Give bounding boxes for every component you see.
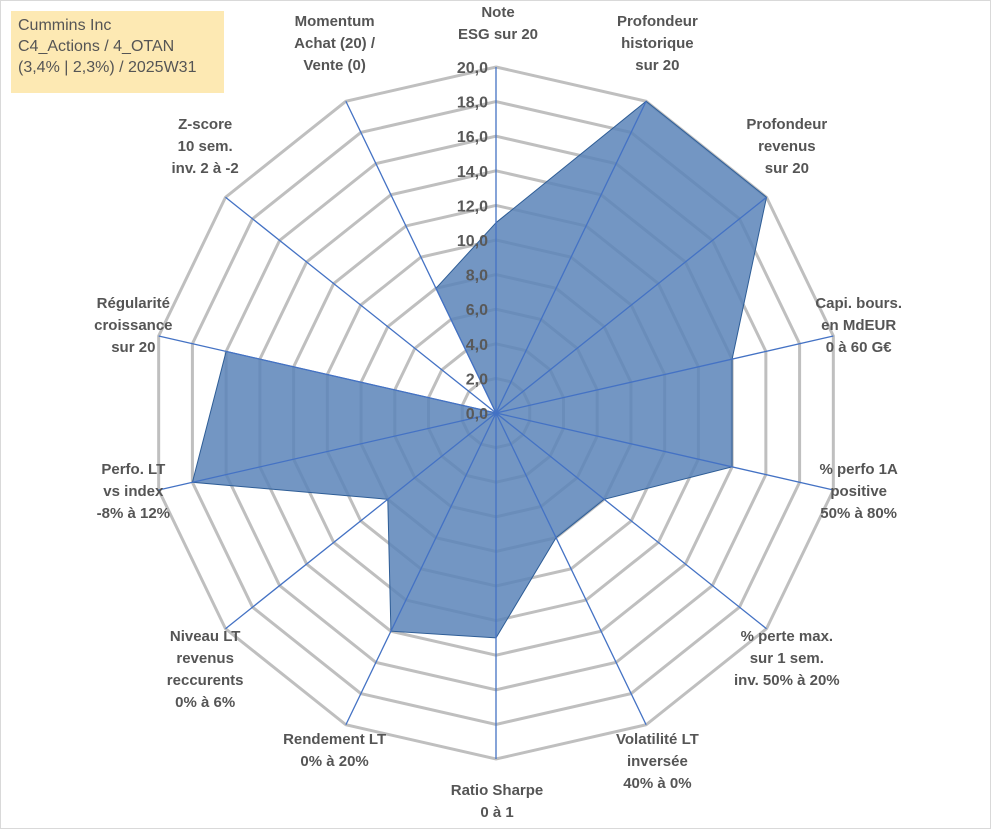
tick-label: 16,0 <box>457 129 488 146</box>
tick-label: 12,0 <box>457 198 488 215</box>
data-area-polygon <box>191 100 768 639</box>
spoke-14 <box>345 100 497 414</box>
axis-label-12: Régularité croissance sur 20 <box>94 295 172 356</box>
tick-label: 6,0 <box>466 302 488 319</box>
info-line-category: C4_Actions / 4_OTAN <box>18 38 175 55</box>
spoke-6 <box>495 412 767 630</box>
spoke-7 <box>495 412 647 726</box>
axis-label-5: % perfo 1A positive 50% à 80% <box>819 461 898 522</box>
spoke-11 <box>158 412 497 491</box>
tick-label: 2,0 <box>466 371 488 388</box>
radar-data-area <box>191 100 768 639</box>
axis-label-6: % perte max. sur 1 sem. inv. 50% à 20% <box>734 628 840 689</box>
axis-label-11: Perfo. LT vs index -8% à 12% <box>97 461 170 522</box>
axis-label-8: Ratio Sharpe 0 à 1 <box>451 782 544 821</box>
axis-label-1: Note ESG sur 20 <box>458 4 538 43</box>
tick-label: 8,0 <box>466 268 488 285</box>
tick-label: 4,0 <box>466 337 488 354</box>
spoke-9 <box>345 412 497 726</box>
spoke-3 <box>495 196 767 414</box>
spoke-4 <box>495 335 834 414</box>
axis-label-2: Profondeur historique sur 20 <box>617 13 698 74</box>
radar-axis-labels: Note ESG sur 20 Profondeur historique sur 20… <box>94 4 902 821</box>
tick-label: 0,0 <box>466 406 488 423</box>
info-line-company: Cummins Inc <box>18 17 112 34</box>
axis-label-14: Momentum Achat (20) / Vente (0) <box>294 13 376 74</box>
tick-label: 20,0 <box>457 60 488 77</box>
axis-label-13: Z-score 10 sem. inv. 2 à -2 <box>172 116 239 177</box>
radar-spokes <box>158 67 834 759</box>
tick-label: 14,0 <box>457 164 488 181</box>
info-line-period: (3,4% | 2,3%) / 2025W31 <box>18 59 197 76</box>
axis-label-4: Capi. bours. en MdEUR 0 à 60 G€ <box>815 295 902 356</box>
spoke-13 <box>225 196 497 414</box>
spoke-10 <box>225 412 497 630</box>
axis-label-3: Profondeur revenus sur 20 <box>746 116 827 177</box>
info-box: Cummins Inc C4_Actions / 4_OTAN (3,4% | … <box>11 11 224 93</box>
axis-label-7: Volatilité LT inversée 40% à 0% <box>616 731 699 792</box>
spoke-12 <box>158 335 497 414</box>
axis-label-10: Niveau LT revenus reccurents 0% à 6% <box>167 628 244 711</box>
tick-label: 18,0 <box>457 95 488 112</box>
spoke-2 <box>495 100 647 414</box>
axis-label-9: Rendement LT 0% à 20% <box>283 731 386 770</box>
tick-label: 10,0 <box>457 233 488 250</box>
radar-tick-labels: 0,0 2,0 4,0 6,0 8,0 10,0 12,0 14,0 16,0 18,0 20,0 <box>457 60 488 423</box>
spoke-5 <box>495 412 834 491</box>
